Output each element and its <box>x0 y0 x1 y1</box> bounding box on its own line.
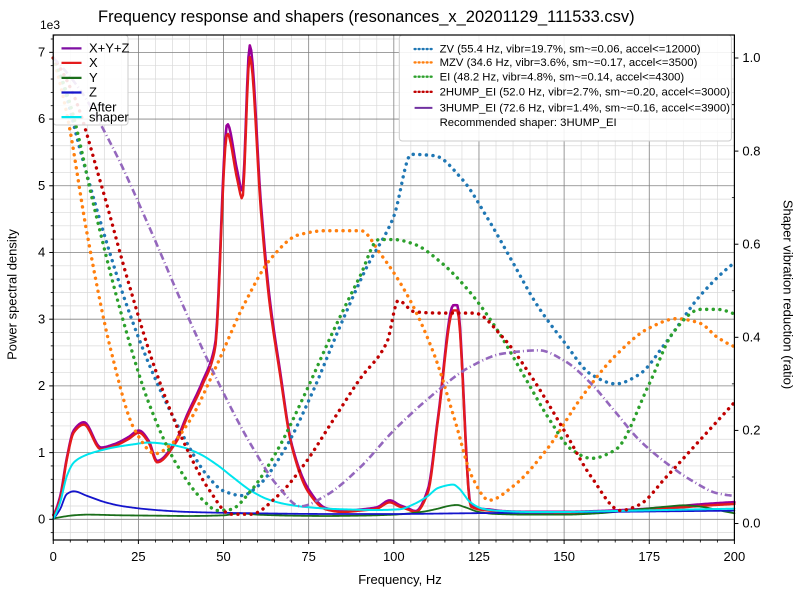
svg-text:EI (48.2 Hz, vibr=4.8%, sm~=0.: EI (48.2 Hz, vibr=4.8%, sm~=0.14, accel<… <box>440 71 685 83</box>
svg-text:X+Y+Z: X+Y+Z <box>89 41 130 56</box>
svg-text:150: 150 <box>553 549 575 564</box>
svg-text:125: 125 <box>468 549 490 564</box>
svg-text:Y: Y <box>89 70 98 85</box>
svg-text:75: 75 <box>301 549 315 564</box>
svg-text:100: 100 <box>383 549 405 564</box>
svg-text:Recommended shaper: 3HUMP_EI: Recommended shaper: 3HUMP_EI <box>440 117 617 129</box>
svg-text:0.8: 0.8 <box>742 143 760 158</box>
svg-text:0: 0 <box>38 511 45 526</box>
svg-text:0.6: 0.6 <box>742 236 760 251</box>
svg-text:X: X <box>89 55 98 70</box>
svg-text:0.4: 0.4 <box>742 329 760 344</box>
svg-text:1: 1 <box>38 445 45 460</box>
svg-text:ZV (55.4 Hz, vibr=19.7%, sm~=0: ZV (55.4 Hz, vibr=19.7%, sm~=0.06, accel… <box>440 44 701 56</box>
svg-text:3HUMP_EI (72.6 Hz, vibr=1.4%,: 3HUMP_EI (72.6 Hz, vibr=1.4%, sm~=0.16, … <box>440 103 731 115</box>
svg-text:shaper: shaper <box>89 109 129 124</box>
svg-text:4: 4 <box>38 245 45 260</box>
svg-text:6: 6 <box>38 111 45 126</box>
svg-text:2HUMP_EI (52.0 Hz, vibr=2.7%,: 2HUMP_EI (52.0 Hz, vibr=2.7%, sm~=0.20, … <box>440 86 731 98</box>
svg-text:1.0: 1.0 <box>742 50 760 65</box>
svg-text:175: 175 <box>638 549 660 564</box>
svg-text:MZV (34.6 Hz, vibr=3.6%, sm~=0: MZV (34.6 Hz, vibr=3.6%, sm~=0.17, accel… <box>440 57 698 69</box>
svg-text:3: 3 <box>38 311 45 326</box>
svg-text:0: 0 <box>50 549 57 564</box>
svg-text:5: 5 <box>38 178 45 193</box>
svg-text:200: 200 <box>724 549 746 564</box>
svg-text:25: 25 <box>131 549 145 564</box>
svg-text:50: 50 <box>216 549 230 564</box>
svg-text:Z: Z <box>89 85 97 100</box>
svg-text:2: 2 <box>38 378 45 393</box>
svg-text:0.2: 0.2 <box>742 423 760 438</box>
svg-text:0.0: 0.0 <box>742 516 760 531</box>
svg-text:7: 7 <box>38 45 45 60</box>
